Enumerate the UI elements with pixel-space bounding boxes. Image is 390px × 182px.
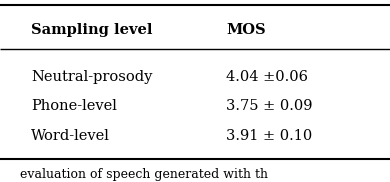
Text: Neutral-prosody: Neutral-prosody bbox=[31, 70, 152, 84]
Text: 3.75 ± 0.09: 3.75 ± 0.09 bbox=[226, 100, 313, 113]
Text: Word-level: Word-level bbox=[31, 129, 110, 143]
Text: 3.91 ± 0.10: 3.91 ± 0.10 bbox=[226, 129, 312, 143]
Text: MOS: MOS bbox=[226, 23, 266, 37]
Text: 4.04 ±0.06: 4.04 ±0.06 bbox=[226, 70, 308, 84]
Text: Phone-level: Phone-level bbox=[31, 100, 117, 113]
Text: Sampling level: Sampling level bbox=[31, 23, 153, 37]
Text: evaluation of speech generated with th: evaluation of speech generated with th bbox=[20, 168, 268, 181]
